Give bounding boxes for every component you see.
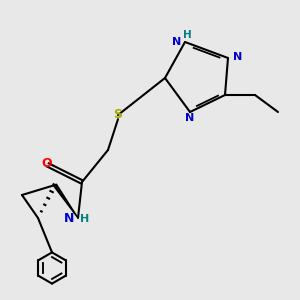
Text: N: N: [172, 37, 182, 47]
Text: N: N: [64, 212, 74, 224]
Text: S: S: [113, 109, 122, 122]
Polygon shape: [54, 184, 78, 218]
Text: N: N: [185, 113, 195, 123]
Text: H: H: [183, 30, 192, 40]
Text: N: N: [232, 52, 242, 62]
Text: O: O: [41, 157, 52, 170]
Text: H: H: [80, 214, 89, 224]
